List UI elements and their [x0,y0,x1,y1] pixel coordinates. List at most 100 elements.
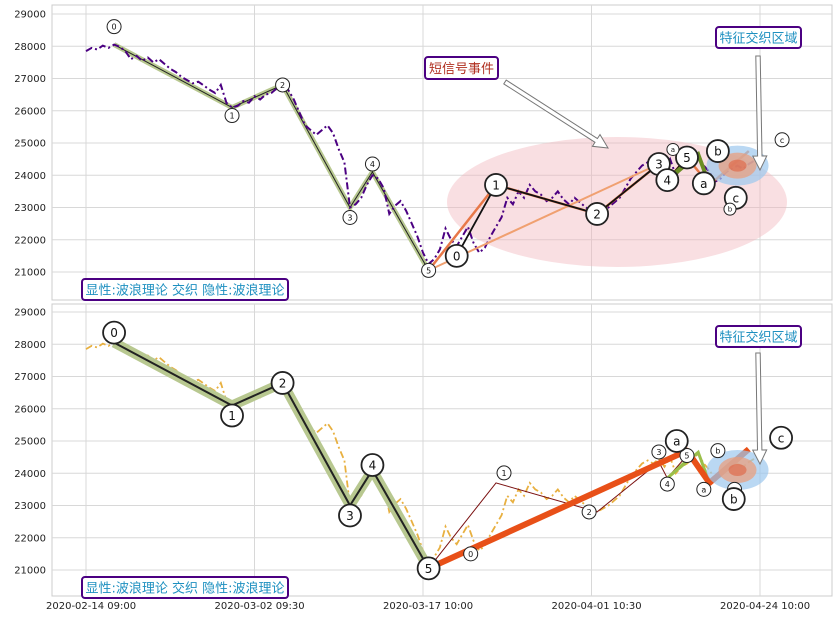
x-tick-label: 2020-03-17 10:00 [383,601,473,612]
y-tick-label: 25000 [14,139,46,150]
y-tick-label: 22000 [14,533,46,544]
wave-marker-large [444,243,469,268]
x-tick-label: 2020-03-02 09:30 [215,601,305,612]
feature-zone-box-text: 特征交织区域 [719,31,797,47]
wave-marker-small [463,546,479,562]
x-tick-label: 2020-04-01 10:30 [552,601,642,612]
wave-marker-large [484,173,508,197]
y-tick-label: 27000 [14,74,46,85]
wave-marker-small [696,481,712,497]
focus-zone-inner [728,159,747,172]
wave-marker-small-label: 5 [426,266,431,275]
wave-marker-small [496,465,512,481]
wave-marker-small-label: 1 [229,112,234,121]
wave-marker-large [220,403,244,428]
wave-marker-small-label: 3 [656,448,661,457]
wave-marker-large-label: a [700,177,707,191]
wave-marker-large [102,320,126,345]
wave-marker-large-label: b [730,493,738,507]
wave-marker-large-label: 0 [110,326,118,340]
wave-marker-small [659,476,675,492]
wave-marker-large [416,556,441,581]
feature-zone-box [715,26,802,49]
wave-marker-small-label: 2 [280,81,285,90]
y-tick-label: 28000 [14,340,46,351]
wave-marker-large [769,425,793,450]
y-tick-label: 25000 [14,437,46,448]
wave-marker-small [106,19,122,35]
x-tick-label: 2020-04-24 10:00 [720,601,810,612]
wave-marker-small-label: a [701,485,706,494]
y-tick-label: 21000 [14,268,46,279]
legend-box [81,278,289,301]
wave-marker-large [691,171,716,196]
wave-marker-small-label: a [671,146,675,154]
short-signal-box-text: 短信号事件 [429,62,494,77]
wave-marker-small [679,448,695,464]
wave-marker-large [675,145,699,170]
y-tick-label: 21000 [14,566,46,577]
wave-marker-large-label: 3 [655,157,663,171]
wave-line [113,341,430,569]
wave-marker-small [275,77,291,93]
y-tick-label: 24000 [14,171,46,182]
wave-marker-large-label: 5 [425,562,433,576]
y-tick-label: 26000 [14,106,46,117]
wave-marker-small-label: 3 [347,214,352,223]
y-tick-label: 28000 [14,42,46,53]
wave-marker-large [705,139,730,163]
wave-marker-large [585,202,610,226]
wave-marker-large-label: c [732,191,739,205]
feature-zone-box-text: 特征交织区域 [719,330,797,346]
wave-marker-large-label: 1 [492,178,500,192]
wave-marker-small [651,444,667,460]
plot-frame [51,303,833,597]
focus-zone-inner [728,464,747,477]
wave-marker-large-label: 2 [279,376,287,390]
y-tick-label: 26000 [14,404,46,415]
wave-marker-large-label: b [714,145,722,159]
wave-marker-small-label: 5 [684,452,689,461]
wave-marker-small-label: 1 [501,469,506,478]
short-signal-box [424,56,499,80]
wave-marker-large-label: c [778,431,785,445]
feature-zone-arrow [751,55,768,172]
feature-zone-box [715,325,802,348]
wave-marker-large-label: 2 [593,207,601,221]
wave-marker-small-label: 0 [112,23,117,32]
y-tick-label: 29000 [14,308,46,319]
wave-marker-large-label: 3 [346,509,354,523]
y-tick-label: 22000 [14,235,46,246]
wave-marker-small [224,108,240,124]
wave-marker-large [360,453,385,477]
panel-2: 21000 22000 23000 24000 25000 26000 27000 28000… [14,303,833,612]
wave-marker-large [338,503,362,528]
wave-marker-large-label: 4 [369,459,377,473]
wave-marker-small [666,142,680,156]
wave-marker-large-label: 5 [683,151,691,165]
legend-box-text: 显性:波浪理论 交织 隐性:波浪理论 [85,581,284,597]
wave-marker-large [270,371,295,395]
legend-box-text: 显性:波浪理论 交织 隐性:波浪理论 [85,283,284,299]
wave-marker-large-label: 1 [228,409,236,423]
x-tick-label: 2020-02-14 09:00 [46,601,136,612]
wave-marker-large-label: 0 [453,249,461,263]
wave-marker-small [421,262,437,278]
wave-marker-small [342,210,358,225]
short-signal-arrow [503,79,609,149]
wave-marker-small-label: 0 [468,550,473,559]
y-tick-label: 24000 [14,469,46,480]
y-tick-label: 29000 [14,10,46,21]
wave-marker-small-label: b [715,447,720,456]
feature-zone-arrow [751,352,768,466]
legend-box [81,576,289,599]
wave-marker-large [655,168,680,192]
wave-line [113,44,430,271]
wave-marker-small-label: 4 [370,160,375,169]
wave-marker-small [581,504,597,520]
wave-marker-small [710,443,726,459]
abc-wave [666,449,711,484]
wave-marker-small-label: 2 [587,508,592,517]
y-tick-label: 23000 [14,501,46,512]
